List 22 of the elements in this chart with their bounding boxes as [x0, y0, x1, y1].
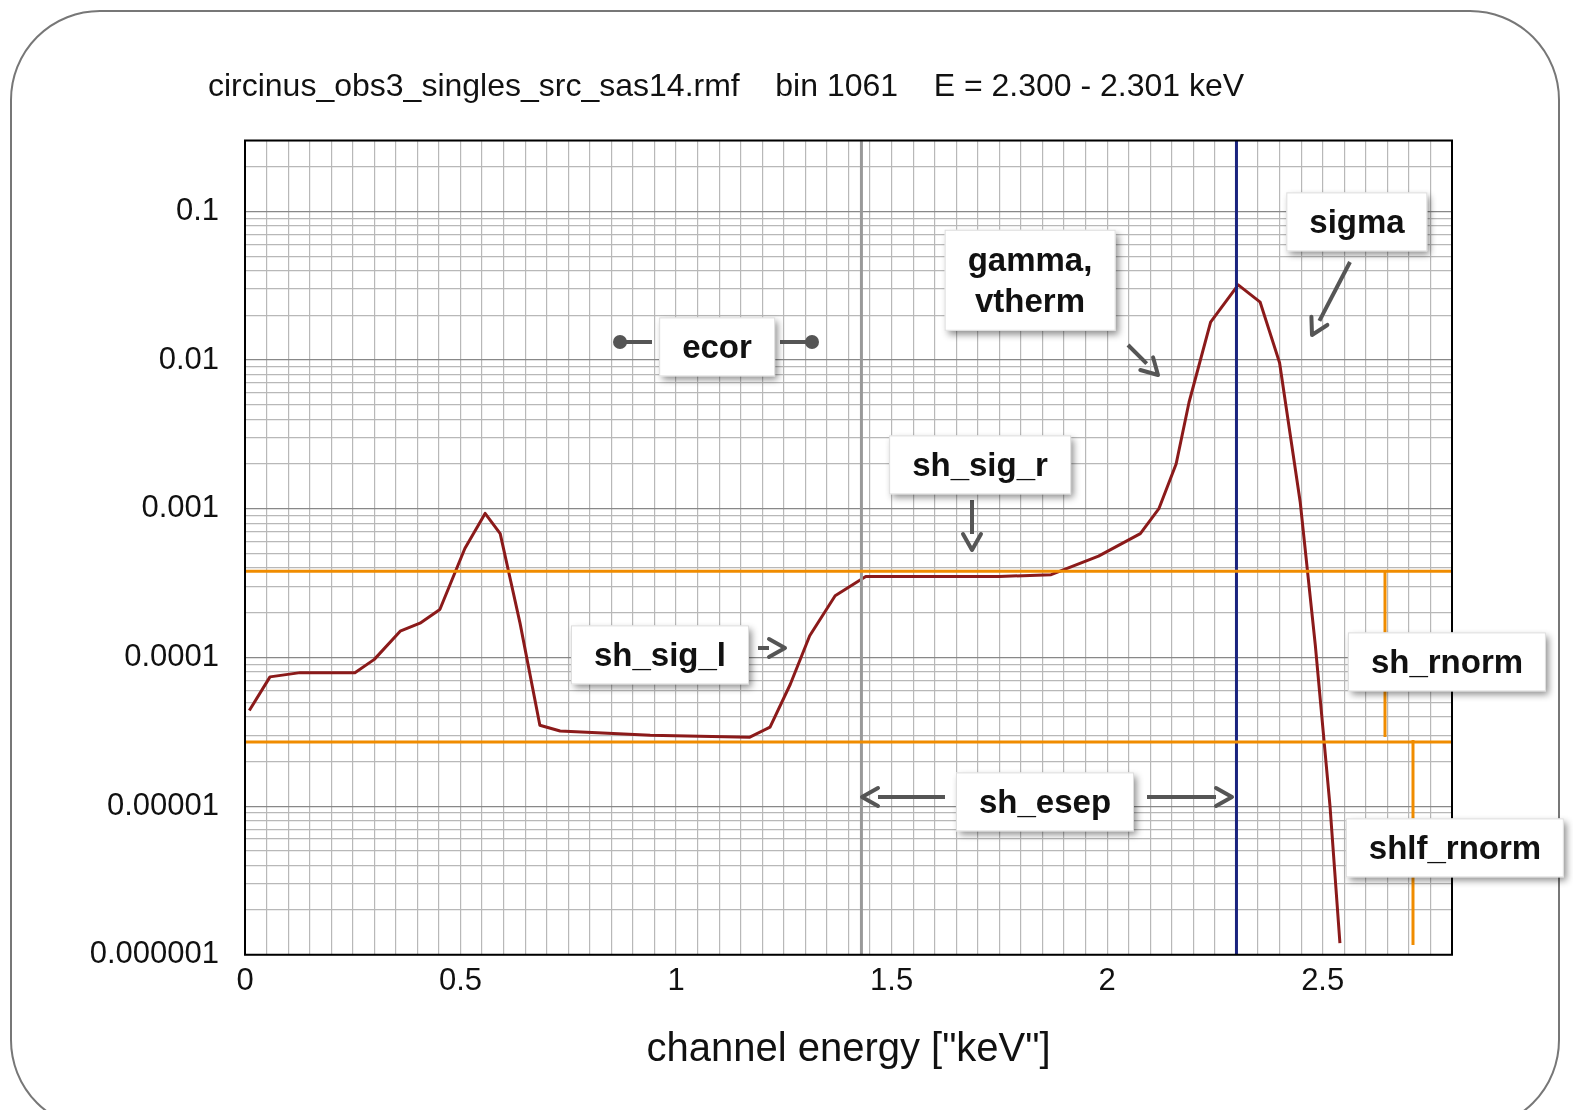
x-axis-title: channel energy ["keV"] — [646, 1025, 1051, 1070]
y-tick-label: 0.0001 — [124, 637, 219, 673]
annotation: sigma — [1286, 192, 1428, 252]
x-tick-label: 1.5 — [870, 961, 914, 997]
y-tick-label: 0.00001 — [106, 786, 219, 822]
y-tick-label: 0.001 — [141, 489, 219, 525]
x-tick-label: 2 — [1098, 961, 1116, 997]
x-tick-label: 2.5 — [1301, 961, 1345, 997]
annotation: sh_esep — [955, 772, 1135, 832]
x-tick-label: 1 — [667, 961, 685, 997]
y-tick-label: 0.1 — [175, 191, 219, 227]
annotation: sh_sig_r — [889, 435, 1071, 495]
chart-title: circinus_obs3_singles_src_sas14.rmf bin 1061 E = 2.300 - 2.301 keV — [207, 67, 1245, 104]
annotation: ecor — [659, 317, 775, 377]
x-tick-label: 0 — [236, 961, 254, 997]
annotation: gamma, vtherm — [944, 229, 1116, 331]
y-tick-label: 0.01 — [158, 340, 219, 376]
annotation: sh_sig_l — [570, 625, 750, 685]
x-tick-label: 0.5 — [438, 961, 483, 997]
y-tick-label: 0.000001 — [89, 935, 219, 971]
annotation: sh_rnorm — [1347, 632, 1547, 692]
annotation: shlf_rnorm — [1345, 818, 1565, 878]
